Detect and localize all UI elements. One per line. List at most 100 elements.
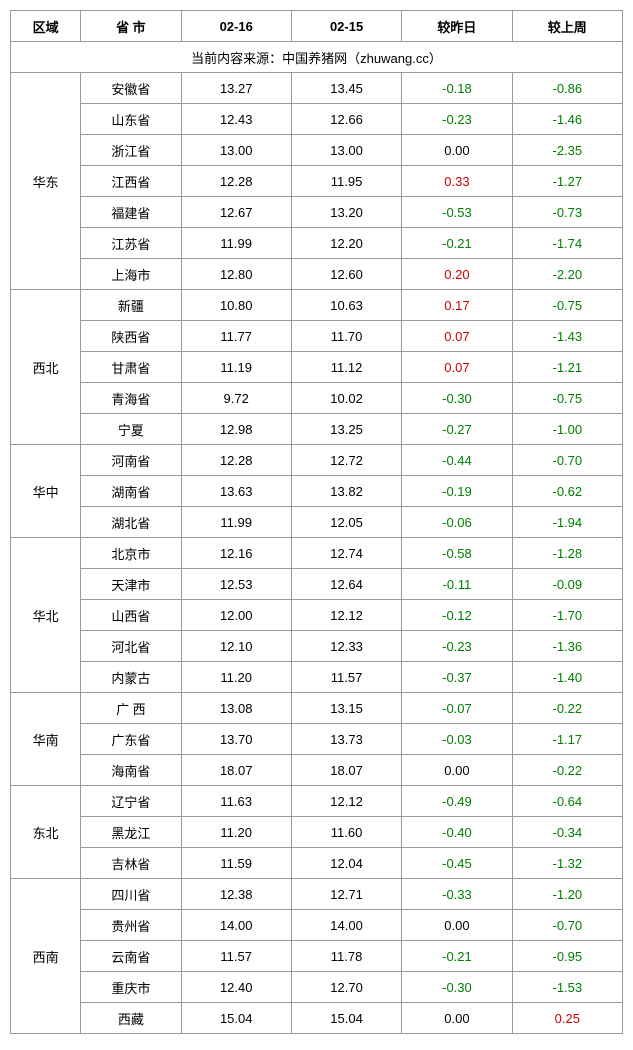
vs-yesterday-cell: -0.30 [402, 972, 512, 1003]
vs-lastweek-cell: -1.36 [512, 631, 622, 662]
date1-cell: 11.20 [181, 817, 291, 848]
province-cell: 宁夏 [81, 414, 181, 445]
vs-yesterday-cell: -0.11 [402, 569, 512, 600]
table-row: 海南省18.0718.070.00-0.22 [11, 755, 623, 786]
date2-cell: 14.00 [291, 910, 401, 941]
date1-cell: 12.10 [181, 631, 291, 662]
vs-yesterday-cell: 0.20 [402, 259, 512, 290]
vs-lastweek-cell: -1.28 [512, 538, 622, 569]
date2-cell: 11.12 [291, 352, 401, 383]
date1-cell: 11.20 [181, 662, 291, 693]
table-row: 天津市12.5312.64-0.11-0.09 [11, 569, 623, 600]
table-row: 华中河南省12.2812.72-0.44-0.70 [11, 445, 623, 476]
date2-cell: 12.74 [291, 538, 401, 569]
header-vs-yesterday: 较昨日 [402, 11, 512, 42]
vs-yesterday-cell: -0.27 [402, 414, 512, 445]
province-cell: 甘肃省 [81, 352, 181, 383]
date2-cell: 13.00 [291, 135, 401, 166]
date1-cell: 12.67 [181, 197, 291, 228]
vs-yesterday-cell: 0.00 [402, 755, 512, 786]
table-row: 贵州省14.0014.000.00-0.70 [11, 910, 623, 941]
vs-lastweek-cell: -0.22 [512, 693, 622, 724]
province-cell: 西藏 [81, 1003, 181, 1034]
vs-lastweek-cell: -0.70 [512, 445, 622, 476]
vs-yesterday-cell: -0.21 [402, 228, 512, 259]
vs-yesterday-cell: -0.53 [402, 197, 512, 228]
table-row: 广东省13.7013.73-0.03-1.17 [11, 724, 623, 755]
vs-yesterday-cell: -0.03 [402, 724, 512, 755]
date1-cell: 18.07 [181, 755, 291, 786]
province-cell: 云南省 [81, 941, 181, 972]
vs-yesterday-cell: 0.00 [402, 135, 512, 166]
date1-cell: 11.63 [181, 786, 291, 817]
table-row: 甘肃省11.1911.120.07-1.21 [11, 352, 623, 383]
date1-cell: 12.28 [181, 166, 291, 197]
date2-cell: 15.04 [291, 1003, 401, 1034]
date2-cell: 11.78 [291, 941, 401, 972]
vs-yesterday-cell: 0.07 [402, 321, 512, 352]
province-cell: 上海市 [81, 259, 181, 290]
date1-cell: 11.59 [181, 848, 291, 879]
region-cell: 东北 [11, 786, 81, 879]
vs-lastweek-cell: -1.21 [512, 352, 622, 383]
table-row: 内蒙古11.2011.57-0.37-1.40 [11, 662, 623, 693]
date2-cell: 12.66 [291, 104, 401, 135]
table-body: 当前内容来源：中国养猪网（zhuwang.cc） 华东安徽省13.2713.45… [11, 42, 623, 1034]
vs-lastweek-cell: -1.74 [512, 228, 622, 259]
region-cell: 华东 [11, 73, 81, 290]
vs-yesterday-cell: -0.37 [402, 662, 512, 693]
vs-yesterday-cell: -0.23 [402, 104, 512, 135]
table-row: 陕西省11.7711.700.07-1.43 [11, 321, 623, 352]
vs-lastweek-cell: -1.53 [512, 972, 622, 1003]
date2-cell: 11.60 [291, 817, 401, 848]
table-row: 河北省12.1012.33-0.23-1.36 [11, 631, 623, 662]
province-cell: 广东省 [81, 724, 181, 755]
vs-lastweek-cell: -2.35 [512, 135, 622, 166]
date2-cell: 12.20 [291, 228, 401, 259]
price-table: 区域 省 市 02-16 02-15 较昨日 较上周 当前内容来源：中国养猪网（… [10, 10, 623, 1034]
table-row: 重庆市12.4012.70-0.30-1.53 [11, 972, 623, 1003]
region-cell: 华中 [11, 445, 81, 538]
table-row: 东北辽宁省11.6312.12-0.49-0.64 [11, 786, 623, 817]
region-cell: 西南 [11, 879, 81, 1034]
date1-cell: 11.99 [181, 228, 291, 259]
region-cell: 华北 [11, 538, 81, 693]
province-cell: 山西省 [81, 600, 181, 631]
vs-yesterday-cell: -0.21 [402, 941, 512, 972]
table-row: 福建省12.6713.20-0.53-0.73 [11, 197, 623, 228]
province-cell: 河北省 [81, 631, 181, 662]
vs-lastweek-cell: -1.17 [512, 724, 622, 755]
header-province: 省 市 [81, 11, 181, 42]
vs-lastweek-cell: -1.43 [512, 321, 622, 352]
date1-cell: 12.16 [181, 538, 291, 569]
vs-yesterday-cell: 0.00 [402, 910, 512, 941]
vs-lastweek-cell: -0.22 [512, 755, 622, 786]
region-cell: 西北 [11, 290, 81, 445]
table-row: 上海市12.8012.600.20-2.20 [11, 259, 623, 290]
province-cell: 重庆市 [81, 972, 181, 1003]
date2-cell: 11.57 [291, 662, 401, 693]
table-row: 黑龙江11.2011.60-0.40-0.34 [11, 817, 623, 848]
table-row: 云南省11.5711.78-0.21-0.95 [11, 941, 623, 972]
date2-cell: 13.82 [291, 476, 401, 507]
table-row: 吉林省11.5912.04-0.45-1.32 [11, 848, 623, 879]
vs-yesterday-cell: -0.07 [402, 693, 512, 724]
province-cell: 江西省 [81, 166, 181, 197]
vs-lastweek-cell: -0.86 [512, 73, 622, 104]
vs-yesterday-cell: -0.19 [402, 476, 512, 507]
vs-lastweek-cell: 0.25 [512, 1003, 622, 1034]
table-row: 山西省12.0012.12-0.12-1.70 [11, 600, 623, 631]
date1-cell: 9.72 [181, 383, 291, 414]
table-row: 西藏15.0415.040.000.25 [11, 1003, 623, 1034]
date1-cell: 12.80 [181, 259, 291, 290]
table-row: 华南广 西13.0813.15-0.07-0.22 [11, 693, 623, 724]
vs-lastweek-cell: -0.73 [512, 197, 622, 228]
province-cell: 四川省 [81, 879, 181, 910]
table-row: 西北新疆10.8010.630.17-0.75 [11, 290, 623, 321]
table-row: 宁夏12.9813.25-0.27-1.00 [11, 414, 623, 445]
date2-cell: 12.64 [291, 569, 401, 600]
date2-cell: 12.04 [291, 848, 401, 879]
header-row: 区域 省 市 02-16 02-15 较昨日 较上周 [11, 11, 623, 42]
date1-cell: 12.53 [181, 569, 291, 600]
vs-lastweek-cell: -1.70 [512, 600, 622, 631]
